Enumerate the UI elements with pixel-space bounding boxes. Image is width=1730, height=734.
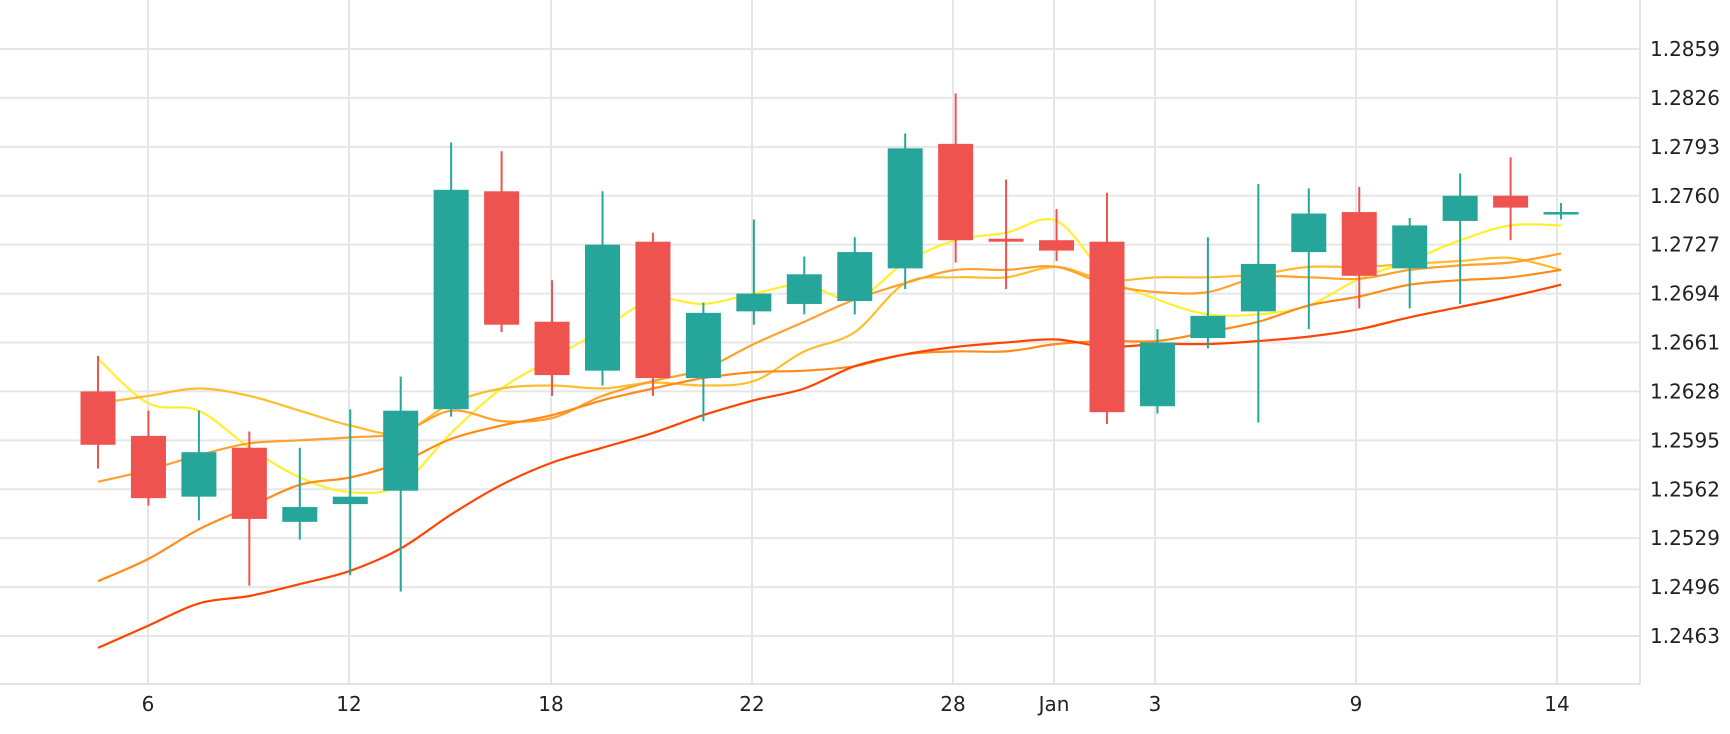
candle xyxy=(887,133,923,290)
x-tick-label: 18 xyxy=(538,692,563,716)
candle xyxy=(1190,237,1226,349)
candle-body xyxy=(231,447,267,519)
grid-lines xyxy=(0,0,1640,684)
x-tick-label: 3 xyxy=(1149,692,1162,716)
candle xyxy=(988,179,1024,290)
candle xyxy=(635,232,671,396)
candle-body xyxy=(130,435,166,499)
candle-body xyxy=(332,496,368,505)
moving-average-line xyxy=(97,256,1562,435)
candle xyxy=(130,410,166,506)
x-tick-label: 22 xyxy=(739,692,764,716)
candle xyxy=(181,410,217,521)
candles xyxy=(80,93,1579,592)
candle-body xyxy=(938,143,974,241)
x-tick-label: 9 xyxy=(1350,692,1363,716)
x-tick-label: Jan xyxy=(1037,692,1070,716)
candle xyxy=(1442,173,1478,304)
candle xyxy=(837,237,873,315)
candle xyxy=(282,447,318,540)
candle xyxy=(1341,186,1377,309)
candle xyxy=(534,280,570,396)
candle-body xyxy=(282,507,318,522)
y-tick-label: 1.2496 xyxy=(1650,575,1720,599)
y-tick-label: 1.2793 xyxy=(1650,135,1720,159)
candle xyxy=(1089,192,1125,425)
candle-body xyxy=(181,452,217,497)
candle xyxy=(1240,183,1276,423)
candle xyxy=(685,302,721,422)
candle-body xyxy=(484,191,520,325)
candle xyxy=(1039,209,1075,261)
y-tick-label: 1.2826 xyxy=(1650,86,1720,110)
candle xyxy=(332,409,368,576)
y-tick-label: 1.2595 xyxy=(1650,428,1720,452)
candle xyxy=(484,151,520,333)
x-tick-label: 14 xyxy=(1544,692,1569,716)
candle-body xyxy=(1392,225,1428,269)
x-tick-label: 12 xyxy=(336,692,361,716)
candle-body xyxy=(1190,315,1226,339)
candle xyxy=(938,93,974,263)
candle-body xyxy=(1442,195,1478,221)
candle-body xyxy=(1543,212,1579,215)
candle xyxy=(585,191,620,386)
candle-body xyxy=(534,321,570,376)
candle xyxy=(1139,329,1175,414)
moving-average-line xyxy=(97,218,1562,495)
candle-body xyxy=(433,189,469,410)
candle xyxy=(383,376,419,592)
moving-average-lines xyxy=(97,218,1562,649)
moving-average-line xyxy=(97,252,1562,483)
candle-body xyxy=(837,252,873,301)
y-tick-label: 1.2760 xyxy=(1650,184,1720,208)
candle xyxy=(1392,217,1428,309)
candle-body xyxy=(80,391,116,445)
y-tick-label: 1.2727 xyxy=(1650,233,1720,257)
candle-body xyxy=(1139,342,1175,407)
candle-body xyxy=(1039,240,1075,251)
x-tick-label: 28 xyxy=(940,692,965,716)
candle-body xyxy=(1493,195,1529,208)
axes: 1.2463 1.2496 1.2529 1.2562 1.2595 1.2628 1.26… xyxy=(0,0,1720,716)
candle-body xyxy=(988,238,1024,242)
x-tick-label: 6 xyxy=(142,692,155,716)
candle-body xyxy=(1089,241,1125,413)
candle-body xyxy=(736,293,772,312)
candle-body xyxy=(1240,263,1276,312)
candle xyxy=(736,219,772,325)
y-tick-label: 1.2463 xyxy=(1650,624,1720,648)
y-tick-label: 1.2661 xyxy=(1650,331,1720,355)
candle xyxy=(1493,157,1529,241)
candle-body xyxy=(685,312,721,379)
candle-body xyxy=(635,241,671,379)
candle-body xyxy=(585,244,620,371)
candle xyxy=(80,355,116,469)
candle-body xyxy=(1341,212,1377,276)
candle-body xyxy=(786,274,822,304)
candle-body xyxy=(887,148,923,269)
y-tick-label: 1.2529 xyxy=(1650,526,1720,550)
y-tick-label: 1.2694 xyxy=(1650,282,1720,306)
y-tick-label: 1.2562 xyxy=(1650,477,1720,501)
moving-average-line xyxy=(97,283,1562,649)
moving-average-line xyxy=(97,268,1562,583)
candle xyxy=(433,142,469,417)
candle xyxy=(1291,188,1327,330)
candle xyxy=(1543,203,1579,220)
y-tick-label: 1.2859 xyxy=(1650,37,1720,61)
candle-body xyxy=(1291,213,1327,253)
candle-body xyxy=(383,410,419,491)
y-tick-label: 1.2628 xyxy=(1650,379,1720,403)
candle xyxy=(231,431,267,586)
candle xyxy=(786,256,822,315)
